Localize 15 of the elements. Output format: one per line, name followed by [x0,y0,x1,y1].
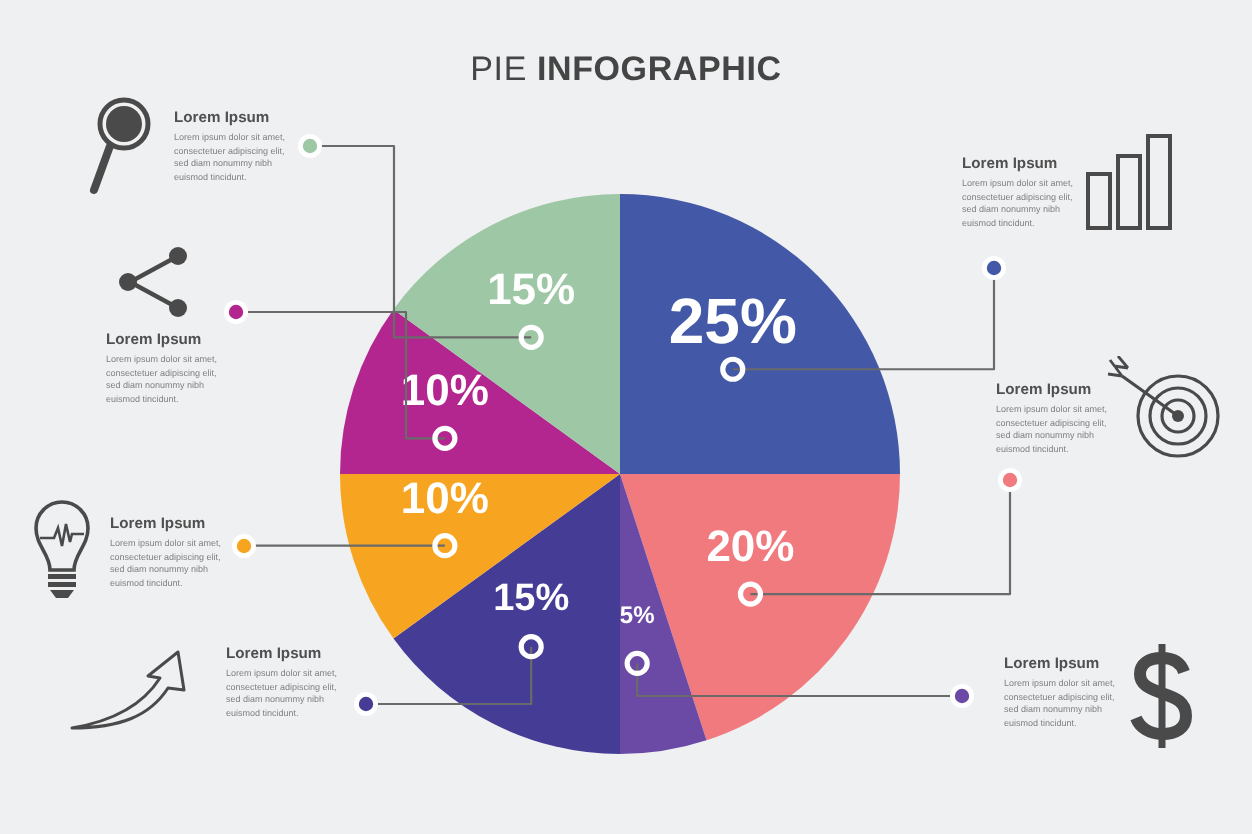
data-label: 15% [493,577,570,620]
data-label: 10% [400,365,489,416]
pie-slice [340,309,620,474]
pie-slice [620,194,900,474]
chart-title: PIE INFOGRAPHIC [470,50,782,88]
pie-slice [620,474,707,754]
data-label: 20% [706,521,795,572]
data-label: 15% [487,264,576,315]
pie-slice [340,474,620,639]
pie-slice [393,194,620,474]
data-label: 5% [619,601,656,630]
data-label: 10% [400,472,489,523]
pie-slice [620,474,900,741]
pie-slice [393,474,620,754]
data-label: 25% [668,285,797,358]
